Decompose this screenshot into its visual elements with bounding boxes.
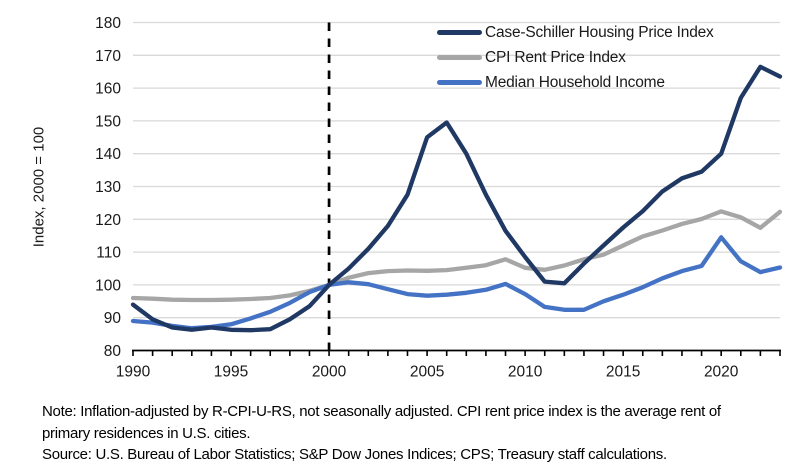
x-tick-label: 1995 [214, 364, 248, 381]
legend: Case-Schiller Housing Price Index CPI Re… [437, 20, 714, 95]
x-tick-label: 1990 [116, 364, 151, 381]
x-tick-label: 2020 [704, 364, 739, 381]
legend-line-swatch-cpi-rent [437, 55, 482, 60]
legend-line-swatch-case-schiller [437, 30, 482, 35]
y-tick-label: 130 [95, 179, 121, 196]
y-tick-label: 80 [104, 343, 122, 360]
note-text: Note: Inflation-adjusted by R-CPI-U-RS, … [42, 403, 721, 442]
y-tick-label: 180 [95, 15, 121, 32]
plot-area: 80 90 100 110 120 130 140 150 160 170 180 1990 1995 2… [95, 15, 783, 381]
series-line-case-schiller-housing-price-index [130, 64, 783, 333]
y-tick-label: 90 [104, 310, 122, 327]
legend-label-cpi-rent: CPI Rent Price Index [485, 48, 626, 66]
legend-label-median-income: Median Household Income [485, 73, 665, 91]
legend-line-swatch-median-income [437, 80, 482, 85]
y-tick-label: 110 [96, 245, 121, 262]
chart-svg: 80 90 100 110 120 130 140 150 160 170 180 1990 1995 2… [95, 15, 783, 381]
x-tick-label: 2015 [606, 364, 640, 381]
legend-item-median-income: Median Household Income [437, 70, 714, 95]
y-tick-label: 170 [95, 48, 121, 65]
y-tick-label: 120 [95, 212, 121, 229]
series-line-cpi-rent-price-index [130, 209, 783, 303]
legend-item-cpi-rent: CPI Rent Price Index [437, 45, 714, 70]
y-tick-label: 160 [95, 81, 121, 98]
x-tick-label: 2000 [312, 364, 347, 381]
legend-label-case-schiller: Case-Schiller Housing Price Index [485, 23, 714, 41]
series-line-median-household-income [130, 235, 783, 331]
x-tick-label: 2010 [508, 364, 543, 381]
legend-item-case-schiller: Case-Schiller Housing Price Index [437, 20, 714, 45]
footnotes: Note: Inflation-adjusted by R-CPI-U-RS, … [42, 401, 732, 466]
y-axis-title: Index, 2000 = 100 [30, 126, 48, 248]
source-text: Source: U.S. Bureau of Labor Statistics;… [42, 446, 667, 463]
y-tick-label: 150 [95, 113, 121, 130]
x-tick-label: 2005 [410, 364, 444, 381]
y-tick-label: 100 [95, 277, 121, 294]
y-tick-label: 140 [95, 146, 121, 163]
